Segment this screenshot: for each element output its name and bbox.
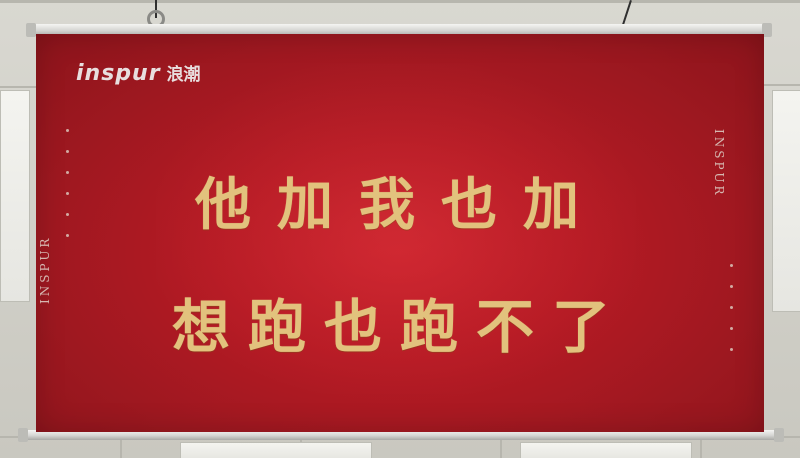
bottom-rail	[20, 430, 784, 440]
rail-end-cap	[762, 23, 772, 37]
brand-logo-latin: inspur	[76, 61, 161, 86]
brand-logo-cjk: 浪潮	[166, 65, 201, 85]
ceiling-light-panel	[180, 442, 372, 458]
ceiling-light-panel	[0, 90, 30, 302]
ceiling-grid-line	[0, 86, 40, 88]
hanging-wire	[155, 0, 157, 18]
rail-end-cap	[18, 428, 28, 442]
ceiling-light-panel	[772, 90, 800, 312]
ceiling-grid-line	[500, 438, 502, 458]
ceiling-grid-line	[760, 84, 800, 86]
decorative-dot	[730, 285, 733, 288]
banner-glow	[156, 64, 636, 394]
decorative-dot	[730, 327, 733, 330]
slogan-line-1: 他加我也加	[195, 172, 605, 238]
right-decorative-dots	[730, 264, 733, 351]
rail-end-cap	[26, 23, 36, 37]
decorative-dot	[66, 150, 69, 153]
rail-end-cap	[774, 428, 784, 442]
decorative-dot	[730, 264, 733, 267]
ceiling-grid-line	[700, 438, 702, 458]
decorative-dot	[66, 171, 69, 174]
brand-logo: inspur 浪潮	[76, 60, 201, 86]
decorative-dot	[66, 213, 69, 216]
decorative-dot	[730, 348, 733, 351]
decorative-dot	[66, 234, 69, 237]
top-rail	[28, 24, 772, 36]
ceiling-grid-line	[120, 438, 122, 458]
ceiling-grid-line	[0, 0, 800, 3]
slogan-line-2: 想跑也跑不了	[171, 293, 628, 361]
decorative-dot	[66, 129, 69, 132]
decorative-dot	[66, 192, 69, 195]
left-decorative-dots	[66, 129, 69, 237]
red-banner: inspur 浪潮 INSPUR INSPUR 他加我也加 想跑也跑不了	[36, 34, 764, 432]
ceiling-light-panel	[520, 442, 692, 458]
decorative-dot	[730, 306, 733, 309]
